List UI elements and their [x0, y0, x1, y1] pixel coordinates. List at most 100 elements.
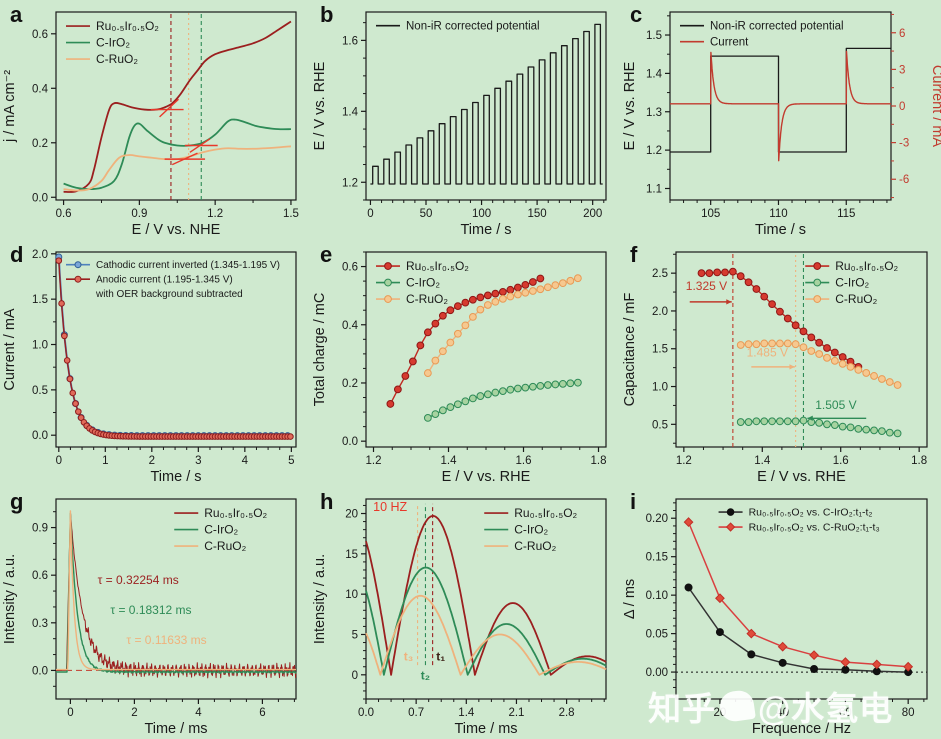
svg-text:τ = 0.11633 ms: τ = 0.11633 ms: [126, 633, 206, 647]
svg-text:C-IrO₂: C-IrO₂: [835, 276, 869, 290]
svg-text:E / V vs. RHE: E / V vs. RHE: [757, 469, 846, 485]
chart-b: 0 50 100 150 200 Time / s 1.2 1.4 1.6 E / V vs. R…: [312, 11, 607, 238]
y-axis: 0.5 1.0 1.5 2.0 2.5 Capacitance / mF: [622, 253, 676, 444]
series-t1-t3: [683, 517, 914, 672]
svg-text:4: 4: [242, 455, 249, 467]
x-axis: 0.6 0.9 1.2 1.5 E / V vs. NHE: [56, 200, 299, 238]
legend: Ru₀.₅Ir₀.₅O₂ vs. C-IrO₂:t₁-t₂ Ru₀.₅Ir₀.₅O…: [718, 507, 880, 534]
svg-text:1.4: 1.4: [458, 707, 475, 719]
svg-text:1.4: 1.4: [342, 106, 359, 118]
svg-text:5: 5: [288, 455, 294, 467]
svg-text:0: 0: [56, 455, 62, 467]
svg-text:1.4: 1.4: [441, 455, 458, 467]
chart-g: 0 2 4 6 Time / ms 0.0 0.3 0.6 0.9 Intensity / a.u…: [2, 498, 297, 737]
svg-text:1.0: 1.0: [652, 382, 668, 394]
svg-text:0.10: 0.10: [646, 590, 668, 602]
svg-text:1.8: 1.8: [911, 455, 927, 467]
svg-text:C-IrO₂: C-IrO₂: [96, 36, 130, 50]
legend: Ru₀.₅Ir₀.₅O₂ C-IrO₂ C-RuO₂: [805, 259, 899, 306]
svg-text:0.9: 0.9: [32, 523, 48, 535]
svg-text:0.05: 0.05: [646, 629, 668, 641]
panel-h: h 0.0 0.7 1.4 2.1 2.8 Time / ms 0 5 10 15 20 Intens…: [310, 487, 620, 739]
svg-text:-3: -3: [899, 138, 909, 150]
svg-text:0.0: 0.0: [32, 665, 48, 677]
series-C-IrO2: [63, 118, 291, 191]
legend: Non-iR corrected potential Current: [680, 21, 844, 49]
svg-text:15: 15: [345, 549, 358, 561]
panel-b-chart: 0 50 100 150 200 Time / s 1.2 1.4 1.6 E / V vs. R…: [312, 11, 607, 238]
x-axis: 0 50 100 150 200 Time / s: [367, 200, 605, 238]
svg-text:50: 50: [420, 208, 433, 220]
svg-text:1.5: 1.5: [283, 208, 299, 220]
panel-g-chart: 0 2 4 6 Time / ms 0.0 0.3 0.6 0.9 Intensity / a.u…: [2, 498, 297, 737]
x-axis: 1.2 1.4 1.6 1.8 E / V vs. RHE: [676, 447, 927, 485]
svg-text:Intensity / a.u.: Intensity / a.u.: [2, 554, 18, 644]
series-C-RuO2: [365, 594, 607, 676]
svg-text:1.4: 1.4: [754, 455, 771, 467]
y-axis: 0.0 0.3 0.6 0.9 Intensity / a.u.: [2, 511, 56, 687]
panel-c: c 105 110 115 Time / s 1.1 1.2 1.3 1.4 1.5 E / V …: [620, 0, 941, 240]
svg-text:10 HZ: 10 HZ: [373, 500, 407, 514]
svg-text:0.6: 0.6: [32, 570, 48, 582]
svg-text:200: 200: [583, 208, 602, 220]
panel-e: e 1.2 1.4 1.6 1.8 E / V vs. RHE 0.0 0.2 0.4 0.6 T…: [310, 240, 620, 487]
svg-text:2.8: 2.8: [559, 707, 575, 719]
zhihu-bubble-icon: [718, 688, 756, 724]
y-axis: 0.0 0.5 1.0 1.5 2.0 Current / mA: [2, 249, 56, 442]
series-Ru0.5Ir0.5O2: [55, 513, 297, 679]
svg-text:0.4: 0.4: [342, 320, 359, 332]
svg-text:2.5: 2.5: [652, 268, 668, 280]
series-C-IrO2: [736, 416, 902, 438]
series-anodic: [55, 257, 294, 440]
svg-text:0.5: 0.5: [32, 385, 48, 397]
legend: Cathodic current inverted (1.345-1.195 V…: [66, 260, 280, 300]
svg-text:Total charge / mC: Total charge / mC: [312, 293, 328, 407]
svg-text:1.505 V: 1.505 V: [815, 398, 856, 412]
svg-text:1.2: 1.2: [646, 145, 662, 157]
svg-text:Current: Current: [710, 37, 749, 49]
svg-text:τ = 0.32254 ms: τ = 0.32254 ms: [98, 573, 179, 587]
panel-a: a 0.6 0.9 1.2 1.5 E / V vs. NHE 0.0 0.2 0.4 0.6 j…: [0, 0, 310, 240]
panel-g: g 0 2 4 6 Time / ms 0.0 0.3 0.6 0.9 Intensity / a…: [0, 487, 310, 739]
svg-text:1.6: 1.6: [516, 455, 532, 467]
series-Ru0.5Ir0.5O2: [63, 20, 292, 193]
svg-text:40: 40: [776, 707, 789, 719]
svg-text:3: 3: [899, 64, 905, 76]
svg-text:E / V vs. NHE: E / V vs. NHE: [132, 222, 221, 238]
svg-text:Ru₀.₅Ir₀.₅O₂ vs. C-RuO₂:t₁-t₃: Ru₀.₅Ir₀.₅O₂ vs. C-RuO₂:t₁-t₃: [749, 522, 880, 534]
svg-text:C-IrO₂: C-IrO₂: [406, 276, 440, 290]
svg-text:1.325 V: 1.325 V: [686, 279, 727, 293]
panel-label-f: f: [630, 242, 638, 267]
svg-text:1.3: 1.3: [646, 107, 662, 119]
svg-text:with OER background subtracted: with OER background subtracted: [95, 289, 243, 300]
panel-label-d: d: [10, 242, 24, 267]
chart-f: 1.2 1.4 1.6 1.8 E / V vs. RHE 0.5 1.0 1.5 2.0 2.5…: [622, 251, 928, 485]
panel-d: d 0 1 2 3 4 5 Time / s 0.0 0.5 1.0 1.5 2.0 Current /…: [0, 240, 310, 487]
svg-text:Ru₀.₅Ir₀.₅O₂ vs. C-IrO₂:t₁-t₂: Ru₀.₅Ir₀.₅O₂ vs. C-IrO₂:t₁-t₂: [749, 507, 873, 519]
svg-text:0.3: 0.3: [32, 618, 48, 630]
svg-text:6: 6: [899, 28, 905, 40]
svg-text:0.4: 0.4: [32, 83, 49, 95]
svg-text:0.0: 0.0: [32, 430, 48, 442]
series-C-IrO2: [365, 566, 607, 676]
svg-text:Δ / ms: Δ / ms: [622, 579, 638, 619]
legend: Ru₀.₅Ir₀.₅O₂ C-IrO₂ C-RuO₂: [484, 506, 578, 553]
svg-text:2: 2: [131, 707, 137, 719]
panel-f: f 1.2 1.4 1.6 1.8 E / V vs. RHE 0.5 1.0 1.5 2.0 2…: [620, 240, 941, 487]
panel-h-chart: 0.0 0.7 1.4 2.1 2.8 Time / ms 0 5 10 15 20 Intensit…: [312, 498, 607, 737]
svg-text:6: 6: [259, 707, 265, 719]
svg-text:Current / mA: Current / mA: [929, 65, 941, 148]
svg-text:0.5: 0.5: [652, 419, 668, 431]
svg-text:150: 150: [528, 208, 547, 220]
svg-text:1.2: 1.2: [366, 455, 382, 467]
chart-e: 1.2 1.4 1.6 1.8 E / V vs. RHE 0.0 0.2 0.4 0.6 Tot…: [312, 251, 607, 485]
svg-text:1.485 V: 1.485 V: [747, 345, 788, 359]
svg-text:C-RuO₂: C-RuO₂: [835, 292, 877, 306]
svg-text:1.6: 1.6: [342, 35, 358, 47]
svg-text:0.2: 0.2: [342, 378, 358, 390]
watermark-text-left: 知乎: [648, 690, 716, 727]
svg-text:2: 2: [149, 455, 155, 467]
